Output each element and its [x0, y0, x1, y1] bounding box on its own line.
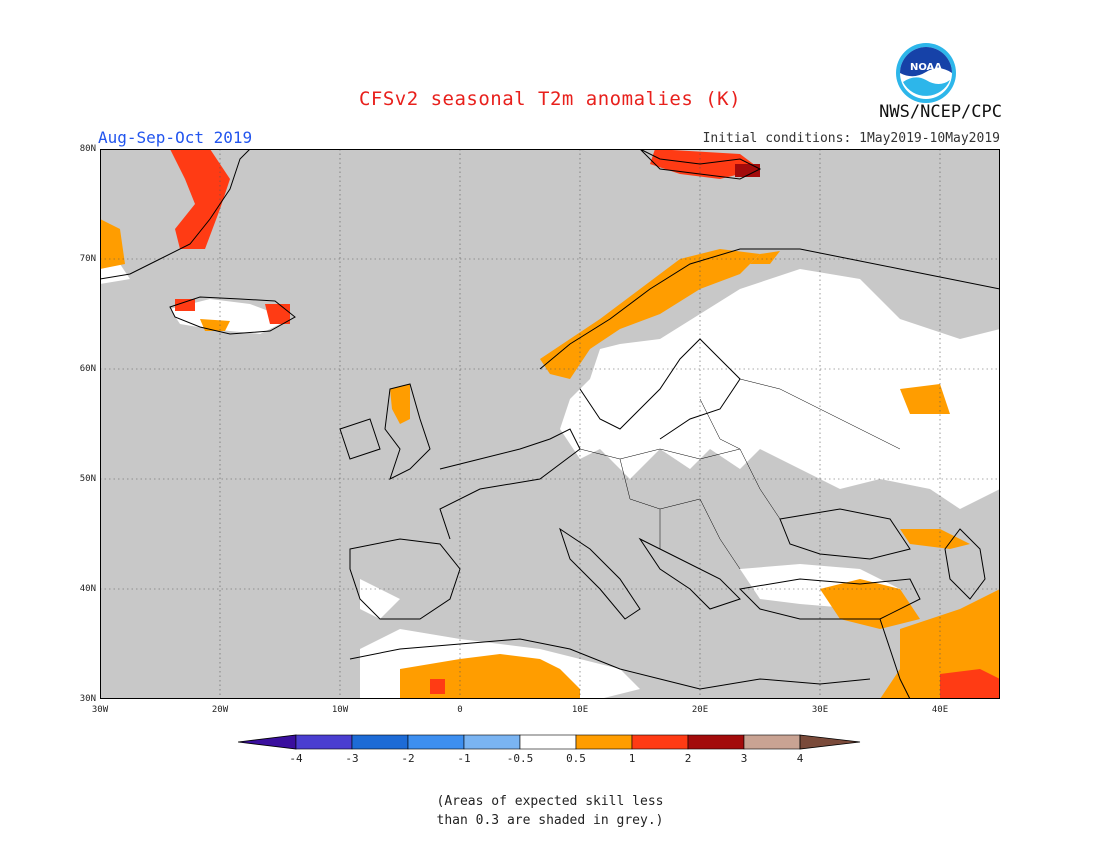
colorbar-swatch — [295, 734, 353, 750]
graticule — [100, 149, 1000, 699]
red-region-middle-east — [940, 669, 1000, 699]
logo-text: NOAA — [910, 62, 942, 73]
initial-conditions: Initial conditions: 1May2019-10May2019 — [702, 131, 1000, 146]
red-region-iceland-east — [265, 304, 290, 324]
colorbar-swatch — [631, 734, 689, 750]
coast-black-sea — [779, 508, 911, 560]
colorbar-label: -2 — [401, 752, 415, 765]
colorbar-label: 3 — [740, 752, 748, 765]
orange-region-east-med — [820, 579, 920, 629]
darkred-region-svalbard — [735, 164, 760, 177]
orange-region-kola — [750, 251, 780, 264]
anomaly-regions — [100, 149, 1000, 699]
coast-ireland — [339, 418, 381, 460]
orange-region-russia-east — [900, 384, 950, 414]
anomaly-map — [100, 149, 1000, 699]
coast-iceland — [169, 296, 296, 335]
colorbar-swatch — [407, 734, 465, 750]
colorbar-swatch — [743, 734, 801, 750]
x-tick-label: 10E — [571, 705, 589, 715]
skill-note-line: (Areas of expected skill less — [436, 794, 664, 809]
colorbar-label: 1 — [628, 752, 636, 765]
x-tick-label: 30W — [91, 705, 109, 715]
colorbar-arrow-left — [238, 734, 297, 750]
red-region-greenland-east — [170, 149, 230, 249]
x-tick-label: 20W — [211, 705, 229, 715]
chart-title: CFSv2 seasonal T2m anomalies (K) — [358, 88, 742, 110]
skill-note: (Areas of expected skill less than 0.3 a… — [0, 792, 1100, 830]
x-tick-label: 20E — [691, 705, 709, 715]
colorbar-label: -0.5 — [506, 752, 534, 765]
coast-turkey — [738, 578, 921, 620]
coast-svalbard — [639, 149, 762, 180]
orange-region-greenland-sw — [100, 219, 125, 269]
colorbar-label: 2 — [684, 752, 692, 765]
orange-region-norway-coast — [540, 249, 760, 379]
skill-note-line: than 0.3 are shaded in grey.) — [436, 813, 664, 828]
x-tick-label: 0 — [457, 705, 463, 715]
coast-caspian — [944, 528, 986, 600]
red-region-iceland-west — [175, 299, 195, 311]
y-tick-label: 80N — [79, 144, 96, 154]
y-tick-label: 50N — [79, 474, 96, 484]
colorbar-label: 4 — [796, 752, 804, 765]
coast-british-isles — [384, 383, 431, 480]
orange-region-scotland — [390, 384, 410, 424]
colorbar-swatch — [575, 734, 633, 750]
colorbar-label: -4 — [289, 752, 303, 765]
country-borders — [579, 378, 901, 570]
orange-region-iceland-south — [200, 319, 230, 331]
coast-iberia — [349, 538, 461, 620]
colorbar-label: -1 — [457, 752, 471, 765]
x-tick-label: 10W — [331, 705, 349, 715]
coast-north-africa — [349, 638, 871, 690]
coast-west-europe — [439, 428, 581, 540]
red-region-north-africa — [430, 679, 445, 694]
white-region-iceland — [170, 299, 290, 334]
y-tick-label: 60N — [79, 364, 96, 374]
coast-greenland — [100, 149, 251, 280]
white-region-greenland-tip — [100, 264, 130, 284]
coast-baltic — [579, 338, 741, 440]
y-tick-label: 70N — [79, 254, 96, 264]
y-tick-label: 30N — [79, 694, 96, 704]
noaa-logo: NOAA — [896, 43, 956, 103]
orange-region-caspian — [900, 529, 970, 549]
x-tick-label: 40E — [931, 705, 949, 715]
agency-label: NWS/NCEP/CPC — [879, 102, 1002, 122]
coastlines — [100, 149, 1000, 699]
colorbar-arrow-right — [799, 734, 861, 750]
colorbar-swatch — [351, 734, 409, 750]
coast-levant — [879, 618, 911, 699]
colorbar-swatch — [687, 734, 745, 750]
coast-balkans-greece — [638, 537, 741, 610]
coast-italy — [559, 527, 641, 620]
colorbar-label: 0.5 — [566, 752, 586, 765]
colorbar-label: -3 — [345, 752, 359, 765]
colorbar — [238, 734, 861, 750]
colorbar-swatch — [519, 734, 577, 750]
forecast-period: Aug-Sep-Oct 2019 — [98, 128, 253, 147]
colorbar-swatch — [463, 734, 521, 750]
y-tick-label: 40N — [79, 584, 96, 594]
x-tick-label: 30E — [811, 705, 829, 715]
coast-scandinavia — [539, 248, 1000, 370]
